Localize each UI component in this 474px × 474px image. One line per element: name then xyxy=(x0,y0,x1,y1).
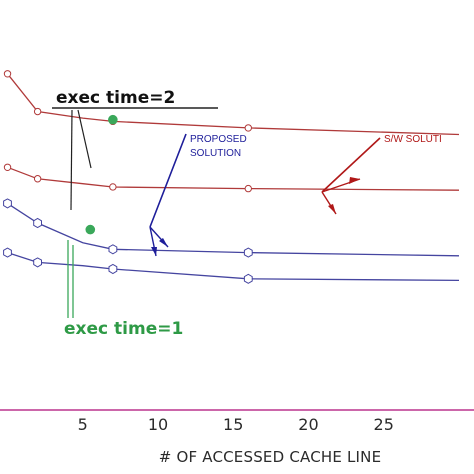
annotation-sw-arrowhead-upper xyxy=(349,177,360,184)
annotation-proposed-line-1: PROPOSED xyxy=(190,134,247,145)
annotation-exec-time-2-leader-left xyxy=(70,109,73,211)
data-point-proposed-2-4 xyxy=(243,247,253,258)
annotation-sw-text: S/W SOLUTI xyxy=(384,134,442,145)
x-tick-label-10: 10 xyxy=(148,415,168,434)
series-line-proposed-3 xyxy=(7,251,460,282)
annotation-proposed-arrowhead-lower xyxy=(151,247,157,256)
highlight-layer xyxy=(85,114,118,235)
series-line-sw-1 xyxy=(7,166,460,191)
annotation-sw-solution: S/W SOLUTI xyxy=(321,134,442,215)
x-tick-label-20: 20 xyxy=(298,415,318,434)
annotation-proposed-arrowhead-upper xyxy=(159,238,168,247)
data-point-sw-0-0 xyxy=(3,70,12,78)
data-point-sw-1-0 xyxy=(3,163,12,171)
x-tick-labels: 5 10 15 20 25 xyxy=(78,415,394,434)
series-layer xyxy=(3,70,460,284)
series-line-proposed-2 xyxy=(7,202,460,257)
data-point-proposed-2-1 xyxy=(33,217,42,229)
data-point-proposed-2-0 xyxy=(3,198,12,209)
annotation-proposed-solution: PROPOSED SOLUTION xyxy=(149,133,247,257)
data-point-sw-1-3 xyxy=(109,183,117,191)
annotation-exec-time-1-text: exec time=1 xyxy=(64,319,183,339)
data-point-sw-1-4 xyxy=(244,184,252,193)
data-point-proposed-2-3 xyxy=(108,244,118,255)
highlight-point-1 xyxy=(85,224,96,235)
data-point-proposed-3-1 xyxy=(33,257,42,268)
annotation-proposed-line-2: SOLUTION xyxy=(190,148,241,159)
data-point-proposed-3-3 xyxy=(108,263,118,275)
data-point-proposed-3-0 xyxy=(3,247,12,258)
annotation-proposed-leader xyxy=(149,133,187,228)
annotation-exec-time-1: exec time=1 xyxy=(64,240,183,339)
series-line-sw-0 xyxy=(6,73,460,136)
annotation-sw-arrowhead-lower xyxy=(328,204,336,214)
highlight-point-0 xyxy=(108,114,118,125)
x-tick-label-5: 5 xyxy=(78,415,88,434)
data-point-sw-0-4 xyxy=(244,124,252,132)
x-axis-label: # OF ACCESSED CACHE LINE xyxy=(159,448,382,466)
annotation-exec-time-2-leader-right xyxy=(77,109,92,169)
data-point-proposed-3-4 xyxy=(243,273,253,284)
annotation-exec-time-2-text: exec time=2 xyxy=(56,88,175,108)
data-point-sw-1-1 xyxy=(33,175,42,183)
annotation-sw-leader xyxy=(321,137,381,193)
x-tick-label-15: 15 xyxy=(223,415,243,434)
x-tick-label-25: 25 xyxy=(374,415,394,434)
annotation-exec-time-2: exec time=2 xyxy=(52,88,218,211)
data-point-sw-0-1 xyxy=(33,107,42,116)
